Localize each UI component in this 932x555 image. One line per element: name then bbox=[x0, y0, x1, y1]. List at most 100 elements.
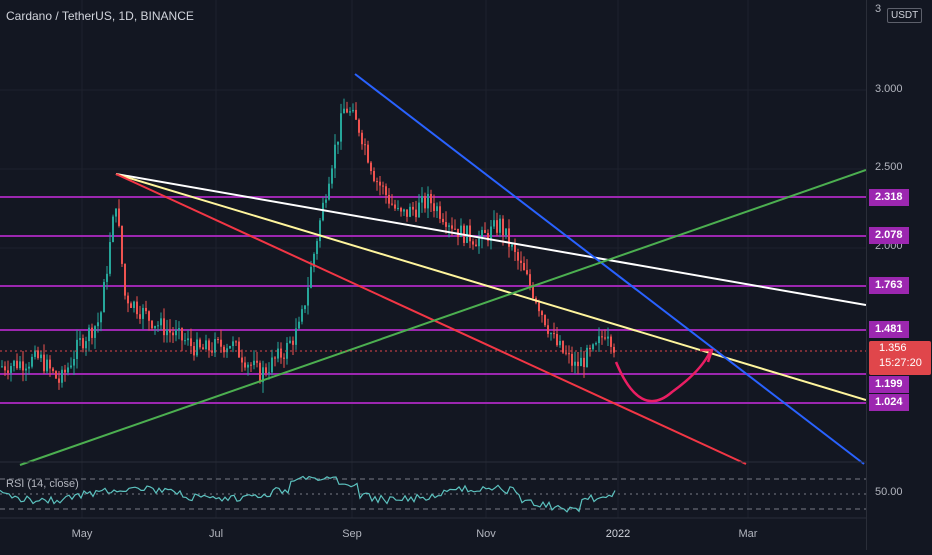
candle-body bbox=[562, 340, 564, 353]
trendline-yellow[interactable] bbox=[115, 173, 867, 401]
symbol-title[interactable]: Cardano / TetherUS, 1D, BINANCE bbox=[6, 9, 194, 23]
projection-arrowhead bbox=[700, 348, 714, 363]
candle-body bbox=[307, 287, 309, 306]
candle-body bbox=[523, 263, 525, 271]
candle-body bbox=[580, 357, 582, 367]
candle-body bbox=[292, 340, 294, 345]
projection-arrow[interactable] bbox=[614, 351, 712, 403]
candle-body bbox=[73, 359, 75, 366]
candle-body bbox=[490, 226, 492, 241]
candle-body bbox=[484, 230, 486, 234]
candle-body bbox=[508, 228, 510, 247]
candle-body bbox=[214, 339, 216, 353]
candle-body bbox=[271, 357, 273, 373]
price-tick-3000: 3.000 bbox=[875, 83, 903, 95]
candle-body bbox=[13, 360, 15, 367]
candle-body bbox=[430, 193, 432, 204]
candle-body bbox=[166, 329, 168, 336]
rsi-title[interactable]: RSI (14, close) bbox=[6, 478, 79, 490]
candle-body bbox=[574, 361, 576, 366]
candle-body bbox=[289, 340, 291, 343]
candle-body bbox=[7, 370, 9, 373]
candle-body bbox=[43, 354, 45, 372]
candle-body bbox=[547, 325, 549, 334]
candle-body bbox=[487, 233, 489, 241]
candle-body bbox=[79, 338, 81, 340]
candle-body bbox=[556, 333, 558, 346]
candle-body bbox=[160, 318, 162, 326]
candle-body bbox=[541, 311, 543, 316]
last-price-value: 1.356 bbox=[879, 342, 907, 354]
currency-button[interactable]: USDT bbox=[887, 8, 923, 23]
candle-body bbox=[175, 330, 177, 336]
time-label-may: May bbox=[71, 528, 93, 540]
candle-body bbox=[157, 325, 159, 327]
candle-body bbox=[85, 341, 87, 349]
candle-body bbox=[607, 336, 609, 339]
candle-body bbox=[187, 338, 189, 341]
candle-body bbox=[163, 318, 165, 336]
candle-body bbox=[376, 181, 378, 183]
trendline-red[interactable] bbox=[115, 173, 747, 465]
candle-body bbox=[124, 263, 126, 296]
candle-body bbox=[100, 312, 102, 323]
candle-body bbox=[421, 195, 423, 203]
time-label-2022: 2022 bbox=[605, 528, 631, 540]
candle-body bbox=[151, 320, 153, 329]
candle-body bbox=[610, 336, 612, 347]
candle-body bbox=[40, 354, 42, 359]
time-label-mar: Mar bbox=[738, 528, 758, 540]
candle-body bbox=[577, 361, 579, 367]
candle-body bbox=[10, 366, 12, 373]
candle-body bbox=[46, 359, 48, 372]
rsi-level-label: 50.00 bbox=[875, 486, 903, 498]
candle-body bbox=[493, 220, 495, 227]
candle-body bbox=[28, 366, 30, 369]
candle-body bbox=[406, 209, 408, 217]
trend-lines[interactable] bbox=[19, 73, 867, 466]
candle-body bbox=[127, 295, 129, 304]
candle-body bbox=[346, 108, 348, 113]
candle-body bbox=[313, 253, 315, 267]
candle-body bbox=[136, 301, 138, 315]
candle-body bbox=[25, 368, 27, 371]
candle-body bbox=[409, 206, 411, 217]
candle-body bbox=[94, 326, 96, 338]
candle-body bbox=[298, 321, 300, 329]
candle-body bbox=[304, 305, 306, 310]
candle-body bbox=[322, 202, 324, 221]
candle-body bbox=[61, 369, 63, 383]
rsi-line bbox=[0, 475, 616, 513]
price-chart[interactable] bbox=[0, 0, 867, 550]
chart-area[interactable]: Cardano / TetherUS, 1D, BINANCE RSI (14,… bbox=[0, 0, 867, 550]
candle-body bbox=[499, 218, 501, 233]
candle-body bbox=[274, 357, 276, 359]
candle-body bbox=[583, 357, 585, 368]
candle-body bbox=[190, 338, 192, 347]
candle-body bbox=[418, 202, 420, 218]
price-axis[interactable]: 3 USDT 3.000 2.500 2.000 2.318 2.078 1.7… bbox=[866, 0, 932, 550]
candle-body bbox=[184, 340, 186, 342]
horizontal-levels bbox=[0, 196, 866, 404]
candle-body bbox=[511, 244, 513, 247]
candle-body bbox=[400, 207, 402, 212]
candle-body bbox=[16, 360, 18, 369]
candle-body bbox=[295, 328, 297, 345]
candle-body bbox=[571, 353, 573, 366]
trendline-green[interactable] bbox=[19, 169, 867, 466]
time-label-jul: Jul bbox=[208, 528, 224, 540]
candle-body bbox=[121, 225, 123, 264]
candle-body bbox=[595, 343, 597, 345]
candle-body bbox=[52, 368, 54, 372]
candle-body bbox=[169, 329, 171, 333]
candle-body bbox=[370, 162, 372, 172]
candle-body bbox=[361, 132, 363, 145]
candle-body bbox=[382, 185, 384, 187]
candles bbox=[1, 98, 615, 393]
trendline-blue[interactable] bbox=[354, 73, 865, 465]
candle-body bbox=[379, 181, 381, 186]
candle-body bbox=[592, 344, 594, 350]
trendline-white[interactable] bbox=[115, 173, 867, 306]
candle-body bbox=[133, 301, 135, 308]
candle-body bbox=[118, 208, 120, 226]
